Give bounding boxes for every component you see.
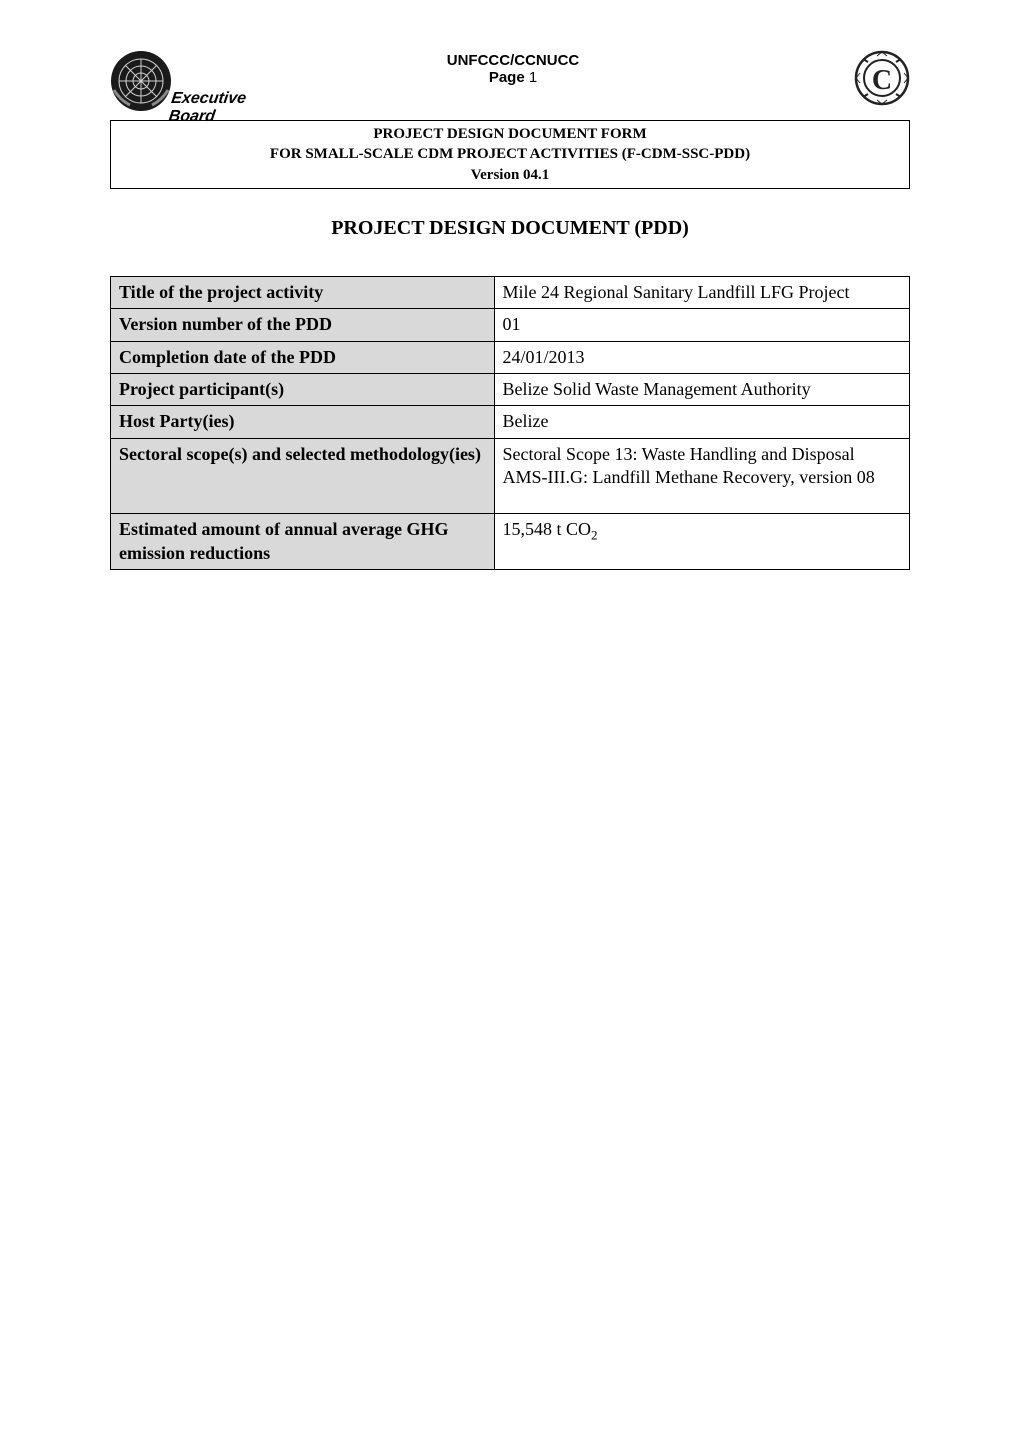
- table-value: Sectoral Scope 13: Waste Handling and Di…: [494, 438, 909, 514]
- title-box-line2: FOR SMALL-SCALE CDM PROJECT ACTIVITIES (…: [119, 144, 901, 164]
- page-number: 1: [529, 69, 537, 86]
- table-value: 01: [494, 309, 909, 341]
- table-row: Estimated amount of annual average GHG e…: [111, 514, 910, 570]
- table-label: Sectoral scope(s) and selected methodolo…: [111, 438, 495, 514]
- table-row: Completion date of the PDD 24/01/2013: [111, 341, 910, 373]
- table-row: Version number of the PDD 01: [111, 309, 910, 341]
- table-row: Title of the project activity Mile 24 Re…: [111, 276, 910, 308]
- form-title-box: PROJECT DESIGN DOCUMENT FORM FOR SMALL-S…: [110, 120, 910, 189]
- table-label: Version number of the PDD: [111, 309, 495, 341]
- table-value: Belize: [494, 406, 909, 438]
- org-code: UNFCCC/CCNUCC: [172, 52, 854, 69]
- table-value: 15,548 t CO2: [494, 514, 909, 570]
- page-indicator: Page 1: [172, 69, 854, 86]
- copyright-seal-icon: C: [854, 50, 910, 106]
- table-row: Host Party(ies) Belize: [111, 406, 910, 438]
- table-row: Project participant(s) Belize Solid Wast…: [111, 373, 910, 405]
- header-center: UNFCCC/CCNUCC Page 1: [172, 50, 854, 86]
- ghg-value-subscript: 2: [591, 528, 598, 543]
- table-label: Completion date of the PDD: [111, 341, 495, 373]
- table-value: Belize Solid Waste Management Authority: [494, 373, 909, 405]
- title-box-line3: Version 04.1: [119, 165, 901, 185]
- svg-text:C: C: [872, 65, 892, 96]
- title-box-line1: PROJECT DESIGN DOCUMENT FORM: [119, 124, 901, 144]
- table-label: Host Party(ies): [111, 406, 495, 438]
- table-value: 24/01/2013: [494, 341, 909, 373]
- table-value: Mile 24 Regional Sanitary Landfill LFG P…: [494, 276, 909, 308]
- un-cdm-logo: Executive Board: [110, 50, 172, 112]
- table-label: Estimated amount of annual average GHG e…: [111, 514, 495, 570]
- table-label: Title of the project activity: [111, 276, 495, 308]
- pdd-data-table: Title of the project activity Mile 24 Re…: [110, 276, 910, 571]
- executive-board-label: Executive Board: [167, 90, 247, 126]
- table-label: Project participant(s): [111, 373, 495, 405]
- ghg-value-prefix: 15,548 t CO: [503, 519, 592, 539]
- page-label: Page: [489, 69, 525, 86]
- main-title: PROJECT DESIGN DOCUMENT (PDD): [110, 217, 910, 240]
- page-header: Executive Board UNFCCC/CCNUCC Page 1 C: [110, 50, 910, 112]
- table-row: Sectoral scope(s) and selected methodolo…: [111, 438, 910, 514]
